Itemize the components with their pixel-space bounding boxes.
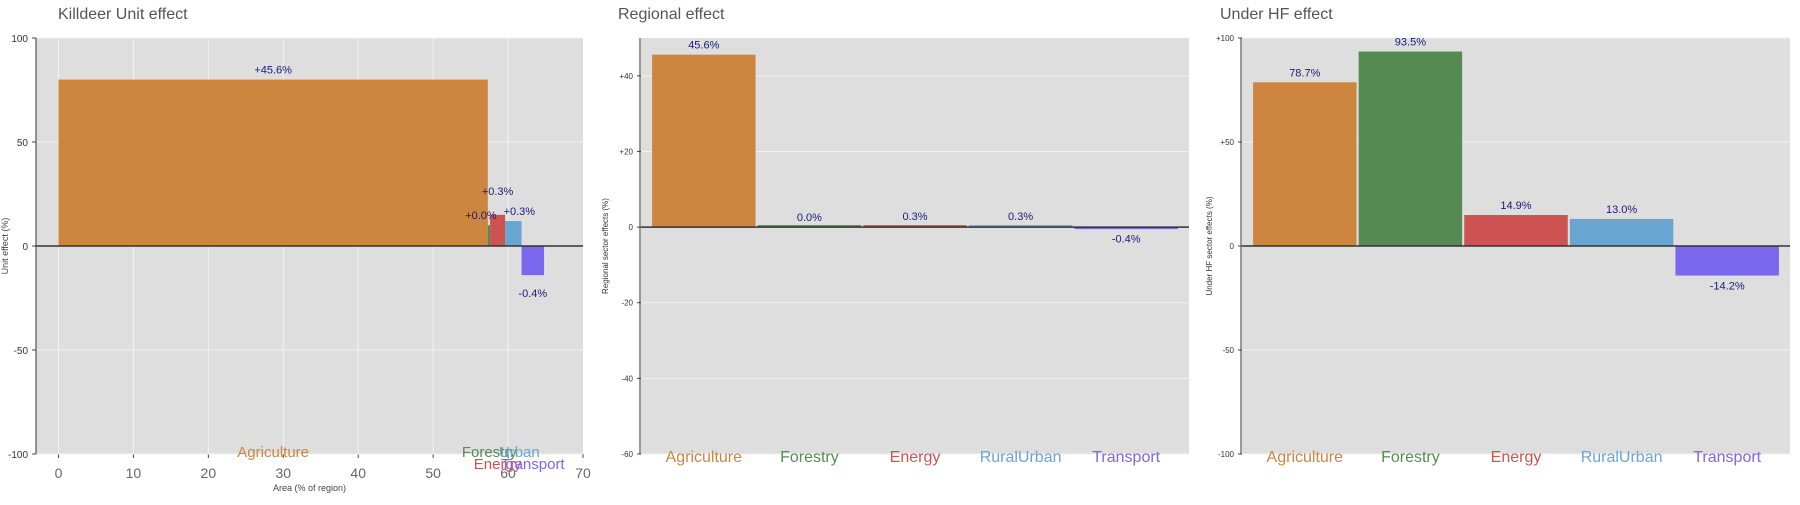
- y-tick-label: 50: [17, 138, 29, 149]
- category-label: Transport: [501, 456, 565, 473]
- category-label-transport: Transport: [1693, 449, 1761, 466]
- bar-forestry: [757, 225, 862, 228]
- y-tick-label: -50: [1222, 346, 1234, 355]
- y-tick-label: +50: [1220, 138, 1234, 147]
- y-tick-label: 100: [11, 34, 28, 45]
- bar-data-label: -0.4%: [518, 288, 547, 300]
- bar-data-label: +45.6%: [254, 65, 292, 77]
- bar-energy: [863, 225, 967, 228]
- chart-title: Killdeer Unit effect: [58, 6, 188, 23]
- y-axis-label: Regional sector effects (%): [601, 198, 610, 294]
- category-label-ruralurban: RuralUrban: [1581, 449, 1663, 466]
- y-tick-label: -60: [621, 450, 633, 459]
- chart-title: Under HF effect: [1220, 6, 1333, 23]
- x-tick-label: 10: [126, 465, 142, 481]
- category-label: Energy: [474, 456, 522, 473]
- y-tick-label: -50: [14, 346, 29, 357]
- bar-data-label: +0.0%: [465, 210, 497, 222]
- category-label-agriculture: Agriculture: [666, 449, 743, 466]
- category-label-ruralurban: RuralUrban: [980, 449, 1062, 466]
- bar-data-label: 0.3%: [902, 211, 927, 223]
- category-label-forestry: Forestry: [780, 449, 839, 466]
- y-tick-label: 0: [22, 242, 28, 253]
- x-axis-label: Area (% of region): [273, 483, 346, 493]
- y-tick-label: -100: [1218, 450, 1235, 459]
- bar-agriculture: [1253, 82, 1357, 246]
- category-label-agriculture: Agriculture: [1267, 449, 1344, 466]
- bar-data-label: 45.6%: [688, 40, 719, 52]
- category-label: Forestry: [462, 444, 518, 461]
- y-tick-label: +100: [1216, 34, 1235, 43]
- category-label-energy: Energy: [1491, 449, 1542, 466]
- category-label-forestry: Forestry: [1381, 449, 1440, 466]
- bar-data-label: +0.3%: [482, 186, 514, 198]
- y-tick-label: -40: [621, 374, 633, 383]
- category-label-transport: Transport: [1092, 449, 1160, 466]
- category-label: Agriculture: [237, 444, 309, 461]
- x-tick-label: 70: [575, 465, 591, 481]
- bar-energy: [1464, 215, 1568, 246]
- bar-agriculture: [652, 54, 756, 228]
- x-tick-label: 0: [55, 465, 63, 481]
- bar-data-label: 14.9%: [1500, 200, 1531, 212]
- bar-agriculture: [58, 79, 488, 246]
- bar-data-label: 0.0%: [797, 212, 822, 224]
- x-tick-label: 40: [350, 465, 366, 481]
- bar-forestry: [1358, 51, 1463, 246]
- bar-data-label: +0.3%: [504, 206, 536, 218]
- bar-transport: [1074, 227, 1178, 230]
- y-tick-label: 0: [629, 223, 634, 232]
- chart-title: Regional effect: [618, 6, 725, 23]
- y-tick-label: +40: [619, 72, 633, 81]
- y-tick-label: -100: [8, 450, 28, 461]
- bar-ruralurban: [1569, 218, 1674, 246]
- y-tick-label: +20: [619, 147, 633, 156]
- bar-ruralurban: [505, 221, 522, 246]
- y-tick-label: -20: [621, 299, 633, 308]
- x-tick-label: 30: [275, 465, 291, 481]
- bar-transport: [1675, 246, 1779, 276]
- under-hf-effect-chart: Under HF effect +100 +50 0 -50 -100 78.7% Agric…: [1205, 6, 1790, 466]
- bar-data-label: 0.3%: [1008, 211, 1033, 223]
- bar-data-label: 13.0%: [1606, 204, 1637, 216]
- bar-data-label: 93.5%: [1395, 37, 1426, 49]
- bar-ruralurban: [968, 225, 1073, 228]
- x-tick-label: 50: [425, 465, 441, 481]
- category-label: Urban: [499, 444, 540, 461]
- x-tick-label: 20: [201, 465, 217, 481]
- y-tick-label: 0: [1230, 242, 1235, 251]
- killdeer-unit-effect-chart: Killdeer Unit effect 0 10 20 30 40 50 60 70 100 50…: [0, 6, 591, 493]
- x-tick-label: 60: [500, 465, 516, 481]
- y-axis-label: Under HF sector effects (%): [1205, 196, 1214, 295]
- bar-data-label: 78.7%: [1289, 67, 1320, 79]
- bar-forestry: [487, 225, 491, 246]
- category-label-energy: Energy: [890, 449, 941, 466]
- bar-data-label: -0.4%: [1112, 234, 1141, 246]
- bar-energy: [490, 214, 506, 246]
- bar-transport: [521, 246, 545, 276]
- y-axis-label: Unit effect (%): [0, 218, 10, 275]
- regional-effect-chart: Regional effect +40 +20 0 -20 -40 -60 45.6% Agri…: [601, 6, 1189, 466]
- bar-data-label: -14.2%: [1710, 281, 1745, 293]
